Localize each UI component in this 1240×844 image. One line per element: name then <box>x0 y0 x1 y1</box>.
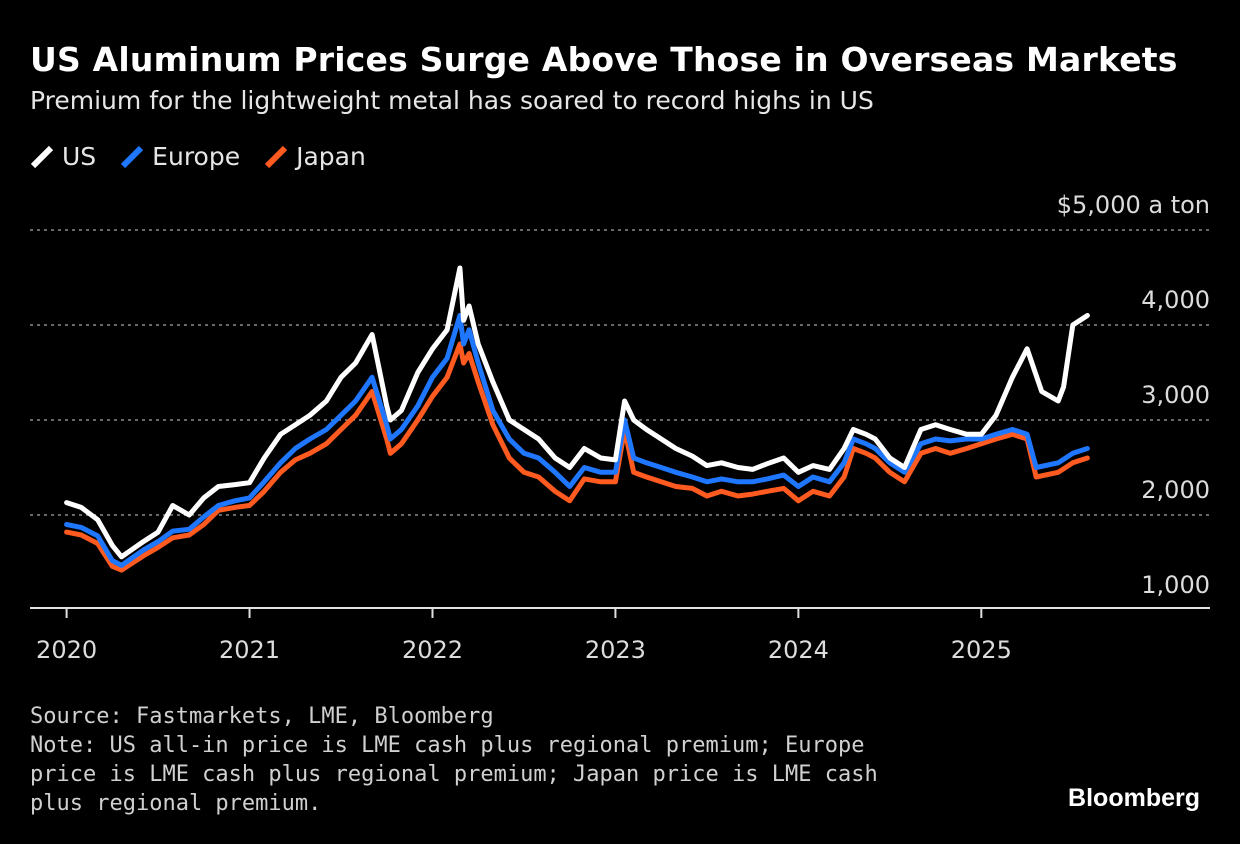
y-tick-label-1000: 1,000 <box>1141 571 1210 599</box>
legend-item-japan: Japan <box>264 142 366 171</box>
x-tick-label-2022: 2022 <box>402 636 463 664</box>
legend-swatch-us <box>30 145 54 168</box>
y-tick-label-4000: 4,000 <box>1141 286 1210 314</box>
legend-label-us: US <box>62 142 97 171</box>
series-line-europe <box>64 313 1090 568</box>
legend-item-europe: Europe <box>120 142 240 171</box>
methodology-note: Note: US all-in price is LME cash plus r… <box>30 733 878 816</box>
chart-footer: Source: Fastmarkets, LME, Bloomberg Note… <box>30 702 910 818</box>
x-tick-label-2020: 2020 <box>36 636 97 664</box>
legend-swatch-europe <box>121 145 144 168</box>
legend-label-japan: Japan <box>296 142 366 171</box>
x-tick-label-2021: 2021 <box>219 636 280 664</box>
legend-label-europe: Europe <box>152 142 241 171</box>
x-tick-label-2023: 2023 <box>585 636 646 664</box>
legend-item-us: US <box>30 142 96 171</box>
x-tick-label-2024: 2024 <box>768 636 829 664</box>
series-line-us <box>64 265 1090 560</box>
legend: US Europe Japan <box>30 142 366 171</box>
series-line-japan <box>64 341 1090 573</box>
x-tick-label-2025: 2025 <box>951 636 1012 664</box>
chart-title: US Aluminum Prices Surge Above Those in … <box>30 40 1178 79</box>
source-note: Source: Fastmarkets, LME, Bloomberg <box>30 704 494 729</box>
y-tick-label-2000: 2,000 <box>1141 476 1210 504</box>
y-tick-label-5000: $5,000 a ton <box>1057 191 1210 219</box>
chart-subtitle: Premium for the lightweight metal has so… <box>30 86 874 115</box>
bloomberg-logo: Bloomberg <box>1068 784 1200 812</box>
legend-swatch-japan <box>264 145 288 168</box>
y-tick-label-3000: 3,000 <box>1141 381 1210 409</box>
